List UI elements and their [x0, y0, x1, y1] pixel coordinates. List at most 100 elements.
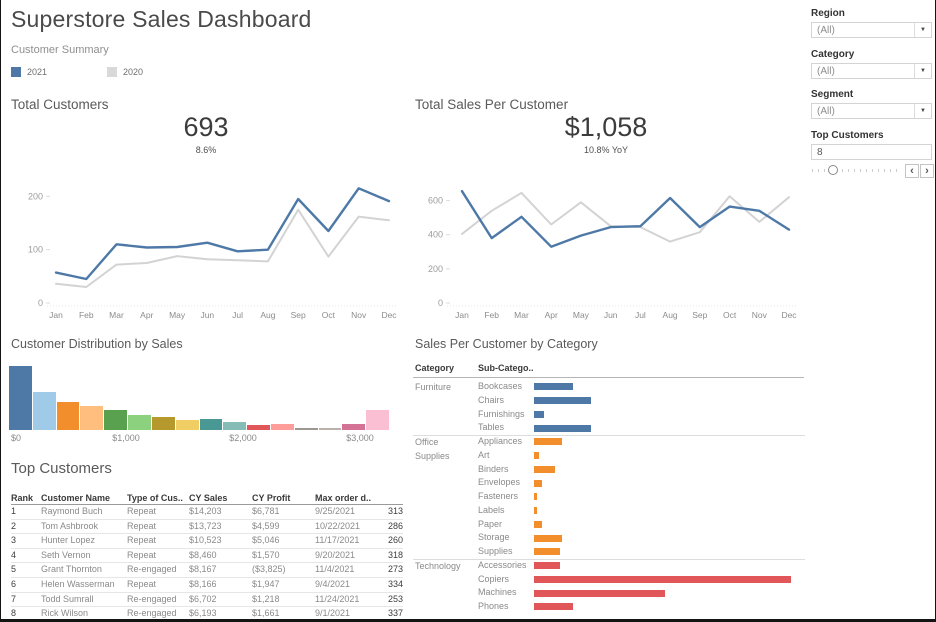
table-cell: 7: [11, 593, 17, 604]
table-header-cell[interactable]: Rank: [11, 493, 34, 503]
month-label: Nov: [351, 310, 367, 320]
table-cell: $5,046: [252, 535, 280, 546]
total-customers-line-chart: 0 100 200 Jan Feb Mar Apr May Jun Jul Aug Sep Oct Nov…: [28, 187, 397, 320]
histogram-bar[interactable]: [128, 415, 151, 430]
subcategory-row: Labels: [413, 504, 805, 518]
table-row[interactable]: 8 Rick Wilson Re-engaged $6,193 $1,661 9/1/20…: [11, 607, 403, 619]
table-header-cell[interactable]: Type of Cus..: [127, 493, 183, 503]
table-cell: 3: [11, 535, 17, 546]
legend-item[interactable]: 2021: [11, 67, 107, 77]
subcategory-bar[interactable]: [534, 507, 537, 515]
subcategory-bar[interactable]: [534, 479, 542, 487]
subcategory-label: Binders: [478, 463, 509, 474]
month-label: Apr: [545, 310, 558, 320]
chevron-down-icon[interactable]: ▼: [914, 23, 931, 37]
year-color-legend: 2021 2020: [11, 66, 203, 78]
line-series-2021[interactable]: [54, 187, 391, 281]
table-header-cell[interactable]: Customer Name: [41, 493, 111, 503]
subcategory-bar[interactable]: [534, 575, 791, 583]
line-series-2020[interactable]: [55, 208, 390, 288]
slider-track[interactable]: [812, 169, 902, 172]
histogram-axis-label: $3,000: [346, 433, 374, 443]
histogram-bar[interactable]: [270, 423, 294, 430]
subcategory-bar[interactable]: [534, 534, 563, 542]
month-label: Jan: [455, 310, 469, 320]
table-header-cell[interactable]: [377, 492, 403, 504]
table-cell: $8,166: [189, 578, 217, 589]
subcategory-row: Paper: [413, 518, 805, 532]
subcategory-bar[interactable]: [534, 493, 537, 501]
subcategory-bar[interactable]: [534, 438, 563, 446]
table-cell: Todd Sumrall: [41, 593, 94, 604]
histogram-bar[interactable]: [151, 416, 175, 430]
table-cell: Helen Wasserman: [41, 578, 115, 589]
dashboard-title: Superstore Sales Dashboard: [11, 6, 312, 32]
histogram-bar[interactable]: [80, 406, 104, 430]
subcategory-bar[interactable]: [534, 383, 573, 391]
histogram-bar[interactable]: [199, 419, 223, 430]
top-customers-input[interactable]: [811, 144, 932, 160]
legend-label: 2020: [123, 67, 144, 77]
table-cell: 6: [11, 578, 17, 589]
subcategory-bar[interactable]: [534, 452, 540, 460]
subcategory-row: Tables: [413, 421, 805, 435]
segment-dropdown[interactable]: (All) ▼: [811, 103, 932, 119]
subcategory-bar[interactable]: [534, 548, 560, 556]
month-label: Aug: [260, 310, 275, 320]
table-row[interactable]: 7 Todd Sumrall Re-engaged $6,702 $1,218 11/24…: [11, 593, 403, 608]
line-series-2020[interactable]: [461, 191, 790, 243]
table-header-cell[interactable]: CY Sales: [189, 493, 228, 503]
table-header-cell[interactable]: Max order d..: [315, 493, 372, 503]
histogram-bar[interactable]: [9, 366, 32, 430]
subcategory-row: Machines: [413, 586, 805, 600]
subcategory-bar[interactable]: [534, 562, 560, 570]
table-cell: Grant Thornton: [41, 564, 102, 575]
table-row[interactable]: 4 Seth Vernon Repeat $8,460 $1,570 9/20/2021 3…: [11, 549, 403, 564]
chevron-down-icon[interactable]: ▼: [914, 104, 931, 118]
region-dropdown[interactable]: (All) ▼: [811, 22, 932, 38]
histogram-bar[interactable]: [294, 428, 318, 430]
subcategory-bar[interactable]: [534, 589, 666, 597]
slider-increment-button[interactable]: ›: [920, 164, 934, 178]
table-row[interactable]: 3 Hunter Lopez Repeat $10,523 $5,046 11/17/20…: [11, 534, 403, 549]
table-row[interactable]: 6 Helen Wasserman Repeat $8,166 $1,947 9/4/20…: [11, 578, 403, 593]
histogram-bar[interactable]: [32, 391, 56, 430]
histogram-bar[interactable]: [366, 410, 389, 430]
chevron-down-icon[interactable]: ▼: [914, 64, 931, 78]
subcategory-bar[interactable]: [534, 397, 591, 405]
histogram-bar[interactable]: [318, 428, 342, 430]
subcategory-label: Paper: [478, 518, 503, 529]
subcategory-label: Copiers: [478, 573, 510, 584]
histogram-bar[interactable]: [175, 419, 199, 430]
month-label: Sep: [692, 310, 707, 320]
histogram-bar[interactable]: [247, 424, 270, 430]
histogram-bar[interactable]: [342, 423, 366, 430]
table-cell: 260: [387, 535, 403, 546]
subcategory-bar[interactable]: [534, 424, 591, 432]
histogram-bar[interactable]: [223, 421, 247, 430]
legend-item[interactable]: 2020: [107, 67, 203, 77]
slider-thumb-icon[interactable]: [827, 165, 838, 175]
top-customers-slider[interactable]: [812, 164, 902, 176]
category-label: Technology: [415, 560, 461, 571]
month-label: Feb: [484, 310, 499, 320]
subcategory-row: Bookcases: [413, 380, 805, 394]
line-series-2021[interactable]: [460, 190, 791, 248]
category-group-divider: [413, 558, 805, 560]
table-row[interactable]: 1 Raymond Buch Repeat $14,203 $6,781 9/25/202…: [11, 505, 403, 520]
category-dropdown[interactable]: (All) ▼: [811, 63, 932, 79]
subcategory-bar[interactable]: [534, 465, 555, 473]
subcategory-bar[interactable]: [534, 410, 545, 418]
filter-label-region: Region: [811, 8, 845, 19]
table-row[interactable]: 2 Tom Ashbrook Repeat $13,723 $4,599 10/22/20…: [11, 520, 403, 535]
subcategory-bar[interactable]: [534, 603, 573, 611]
top-customers-table: Rank Customer Name Type of Cus.. CY Sales CY…: [11, 492, 403, 619]
histogram-bar[interactable]: [56, 401, 80, 430]
slider-decrement-button[interactable]: ‹: [905, 164, 919, 178]
table-cell: $1,570: [252, 549, 280, 560]
table-row[interactable]: 5 Grant Thornton Re-engaged $8,167 ($3,825) 1…: [11, 563, 403, 578]
table-header-cell[interactable]: CY Profit: [252, 493, 291, 503]
subcategory-bar[interactable]: [534, 520, 542, 528]
histogram-bar[interactable]: [104, 409, 128, 430]
table-cell: Repeat: [127, 520, 157, 531]
